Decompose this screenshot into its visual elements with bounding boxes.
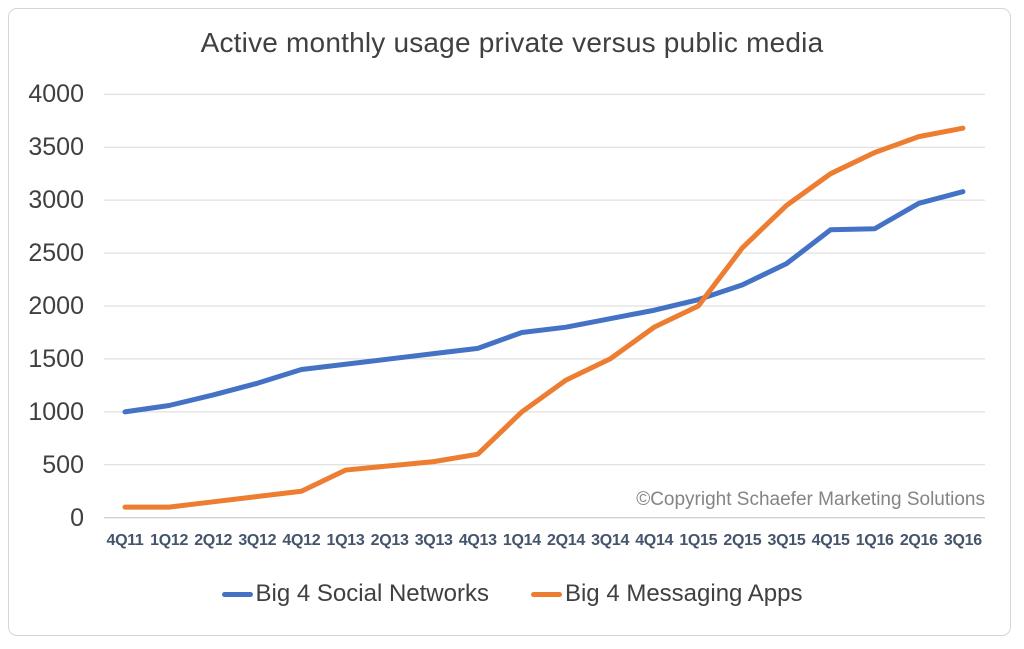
x-tick-label: 3Q12 <box>238 532 277 549</box>
x-tick-label: 1Q12 <box>150 532 189 549</box>
x-tick-label: 4Q11 <box>106 532 144 549</box>
series-line-big-4-messaging-apps <box>122 125 966 510</box>
y-tick-label: 1500 <box>28 344 84 373</box>
x-tick-label: 3Q16 <box>943 532 982 549</box>
x-tick-label: 3Q15 <box>767 532 806 549</box>
x-tick-label: 3Q14 <box>591 532 630 549</box>
y-tick-label: 1000 <box>28 397 84 426</box>
copyright-note: ©Copyright Schaefer Marketing Solutions <box>636 489 985 510</box>
y-tick-label: 500 <box>42 450 84 479</box>
legend: Big 4 Social Networks Big 4 Messaging App… <box>0 580 1024 608</box>
legend-item-big-4-messaging-apps: Big 4 Messaging Apps <box>530 580 803 608</box>
x-tick-label: 2Q15 <box>723 532 762 549</box>
x-tick-label: 2Q14 <box>547 532 585 549</box>
x-tick-label: 1Q14 <box>502 532 541 549</box>
y-tick-label: 0 <box>70 503 84 532</box>
x-tick-label: 1Q16 <box>855 532 894 549</box>
y-tick-label: 3000 <box>28 186 84 215</box>
x-tick-label: 2Q12 <box>194 532 233 549</box>
y-tick-label: 4000 <box>28 80 84 109</box>
legend-swatch-icon <box>530 591 562 597</box>
x-tick-label: 3Q13 <box>414 532 453 549</box>
y-tick-label: 3500 <box>28 133 84 162</box>
x-tick-label: 2Q13 <box>370 532 409 549</box>
x-tick-label: 2Q16 <box>899 532 938 549</box>
y-tick-label: 2500 <box>28 239 84 268</box>
x-tick-label: 4Q13 <box>458 532 497 549</box>
y-tick-label: 2000 <box>28 292 84 320</box>
legend-label: Big 4 Social Networks <box>255 580 489 607</box>
chart-frame <box>8 8 1011 636</box>
x-tick-label: 1Q13 <box>326 532 365 549</box>
x-tick-label: 1Q15 <box>679 532 718 549</box>
legend-label: Big 4 Messaging Apps <box>564 580 803 607</box>
x-tick-label: 4Q15 <box>811 532 850 549</box>
x-tick-label: 4Q12 <box>282 532 321 549</box>
legend-item-big-4-social-networks: Big 4 Social Networks <box>221 580 489 608</box>
series-line-big-4-social-networks <box>122 189 966 415</box>
x-tick-label: 4Q14 <box>635 532 674 549</box>
chart-title: Active monthly usage private versus publ… <box>200 27 824 58</box>
legend-swatch-icon <box>221 591 253 597</box>
